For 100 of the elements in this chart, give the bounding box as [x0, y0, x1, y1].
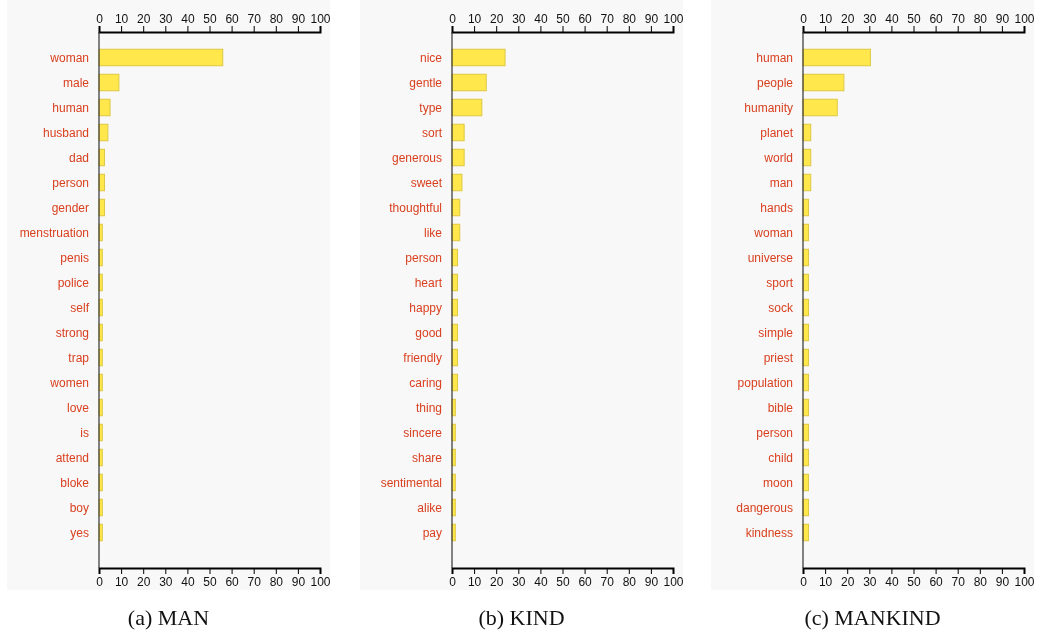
y-tick-label: boy	[69, 500, 89, 515]
x2-tick-label: 10	[818, 574, 833, 589]
y-tick-label: bible	[767, 400, 794, 415]
y-tick-label: generous	[391, 150, 442, 165]
y-tick-label: nice	[419, 50, 443, 65]
y-tick-label: trap	[68, 350, 90, 365]
y-tick-label: share	[411, 450, 443, 465]
y-tick-label: penis	[60, 250, 89, 265]
y-tick-label: priest	[763, 350, 794, 365]
bar	[802, 73, 845, 92]
y-tick-label: humanity	[744, 100, 793, 115]
x-tick-label: 40	[181, 12, 195, 26]
text: (b) KIND	[478, 605, 565, 630]
x-tick-label: 60	[929, 12, 944, 26]
y-tick-label: population	[737, 375, 793, 390]
x-tick-label: 30	[863, 12, 877, 26]
bar	[98, 48, 224, 67]
y-tick-label: like	[423, 225, 443, 240]
x2-tick-label: 50	[907, 574, 921, 589]
x-tick-label: 10	[114, 12, 129, 26]
x-tick-label: 30	[159, 12, 173, 26]
y-tick-label: kindness	[745, 525, 793, 540]
x2-tick-label: 70	[951, 574, 966, 589]
y-tick-label: woman	[753, 225, 793, 240]
x2-tick-label: 70	[247, 574, 262, 589]
x-tick-label: 90	[644, 12, 659, 26]
y-tick-label: planet	[760, 125, 794, 140]
y-tick-label: attend	[55, 450, 89, 465]
x2-tick-label: 80	[269, 574, 284, 589]
x-tick-label: 20	[137, 12, 151, 26]
x-tick-label: 60	[578, 12, 593, 26]
y-tick-label: sort	[421, 125, 443, 140]
y-tick-label: child	[768, 450, 793, 465]
y-tick-label: gentle	[409, 75, 443, 90]
y-tick-label: husband	[42, 125, 89, 140]
x2-tick-label: 10	[114, 574, 129, 589]
y-tick-label: alike	[417, 500, 443, 515]
y-tick-label: is	[80, 425, 89, 440]
y-tick-label: sport	[766, 275, 794, 290]
bar	[451, 48, 506, 67]
x2-tick-label: 100	[663, 574, 684, 589]
x-tick-label: 50	[556, 12, 570, 26]
x-tick-label: 90	[291, 12, 306, 26]
x2-tick-label: 30	[159, 574, 173, 589]
y-tick-label: man	[769, 175, 793, 190]
x2-tick-label: 60	[929, 574, 944, 589]
y-tick-label: hands	[760, 200, 793, 215]
bar	[451, 98, 483, 117]
x-tick-label: 50	[907, 12, 921, 26]
bar	[451, 73, 487, 92]
y-tick-label: good	[415, 325, 442, 340]
x-tick-label: 10	[467, 12, 482, 26]
y-tick-label: strong	[55, 325, 89, 340]
y-tick-label: women	[49, 375, 89, 390]
x2-tick-label: 0	[96, 574, 104, 589]
x2-tick-label: 90	[995, 574, 1010, 589]
text: (c) MANKIND	[804, 605, 941, 630]
x-tick-label: 40	[534, 12, 548, 26]
x-tick-label: 50	[203, 12, 217, 26]
y-tick-label: person	[52, 175, 89, 190]
x2-tick-label: 100	[310, 574, 331, 589]
x-tick-label: 90	[995, 12, 1010, 26]
y-tick-label: simple	[758, 325, 794, 340]
y-tick-label: human	[52, 100, 89, 115]
x-tick-label: 80	[622, 12, 637, 26]
y-tick-label: friendly	[403, 350, 442, 365]
x2-tick-label: 0	[449, 574, 457, 589]
x2-tick-label: 60	[578, 574, 593, 589]
x-tick-label: 40	[885, 12, 899, 26]
x-tick-label: 20	[841, 12, 855, 26]
x-tick-label: 70	[600, 12, 615, 26]
x-tick-label: 60	[225, 12, 240, 26]
x2-tick-label: 40	[534, 574, 548, 589]
y-tick-label: type	[419, 100, 443, 115]
x-tick-label: 30	[512, 12, 526, 26]
x2-tick-label: 0	[800, 574, 808, 589]
x2-tick-label: 40	[885, 574, 899, 589]
y-tick-label: male	[62, 75, 90, 90]
y-tick-label: caring	[409, 375, 442, 390]
y-tick-label: self	[70, 300, 90, 315]
bar	[802, 98, 838, 117]
x-tick-label: 80	[973, 12, 988, 26]
x2-tick-label: 50	[556, 574, 570, 589]
y-tick-label: person	[405, 250, 442, 265]
y-tick-label: person	[756, 425, 793, 440]
y-tick-label: happy	[409, 300, 442, 315]
x-tick-label: 0	[800, 12, 808, 26]
x2-tick-label: 50	[203, 574, 217, 589]
x-tick-label: 70	[951, 12, 966, 26]
x2-tick-label: 40	[181, 574, 195, 589]
x2-tick-label: 30	[512, 574, 526, 589]
x2-tick-label: 10	[467, 574, 482, 589]
y-tick-label: sincere	[403, 425, 443, 440]
x2-tick-label: 90	[291, 574, 306, 589]
y-tick-label: thoughtful	[389, 200, 442, 215]
y-tick-label: heart	[414, 275, 443, 290]
x-tick-label: 0	[449, 12, 457, 26]
y-tick-label: human	[756, 50, 793, 65]
x2-tick-label: 70	[600, 574, 615, 589]
x2-tick-label: 60	[225, 574, 240, 589]
